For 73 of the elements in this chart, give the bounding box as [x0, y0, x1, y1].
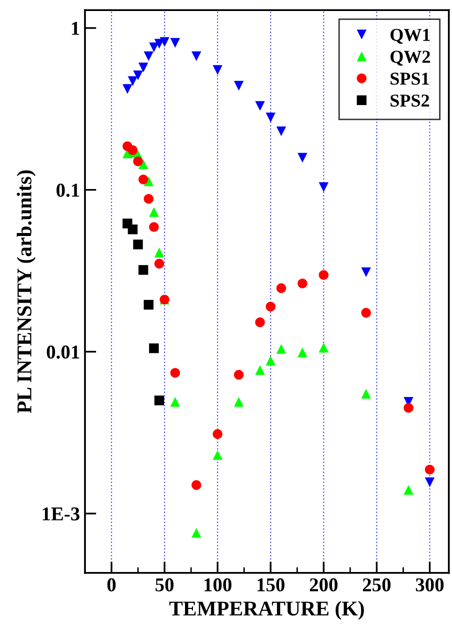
point: [424, 477, 435, 488]
point: [138, 159, 148, 170]
point: [154, 396, 164, 406]
point: [160, 37, 170, 47]
point: [138, 62, 148, 72]
point: [255, 317, 265, 328]
point: [149, 42, 159, 52]
point: [276, 126, 286, 136]
point: [212, 429, 222, 439]
point: [298, 278, 308, 288]
point: [170, 38, 180, 48]
point: [128, 76, 138, 86]
point: [192, 51, 202, 62]
y-axis-title: PL INTENSITY (arb.units): [16, 170, 36, 414]
x-tick-label: 0: [107, 578, 116, 592]
point: [266, 356, 276, 366]
point: [234, 396, 244, 407]
point: [276, 344, 286, 354]
y-tick-label: 1E-3: [42, 507, 80, 520]
legend-label: SPS2: [390, 94, 430, 107]
point: [298, 348, 308, 358]
y-tick-label: 0.01: [46, 346, 80, 359]
point: [404, 402, 414, 413]
point: [128, 145, 138, 155]
point: [149, 343, 159, 354]
point: [133, 70, 143, 80]
x-axis-title: TEMPERATURE (K): [169, 600, 364, 620]
point: [144, 300, 154, 310]
x-tick-label: 200: [310, 578, 338, 592]
legend-label: SPS1: [390, 72, 429, 85]
point: [154, 258, 164, 269]
point: [170, 368, 180, 378]
point: [149, 207, 159, 217]
point: [122, 84, 132, 94]
x-tick-label: 300: [416, 578, 444, 592]
x-tick-label: 250: [362, 578, 391, 592]
y-tick-label: 1: [72, 22, 80, 35]
point: [138, 265, 148, 275]
point: [144, 51, 154, 62]
point: [266, 302, 276, 312]
point: [255, 101, 265, 111]
point: [149, 222, 159, 232]
point: [138, 174, 148, 184]
point: [192, 480, 202, 490]
point: [424, 464, 435, 474]
point: [133, 156, 143, 166]
point: [212, 65, 222, 75]
point: [144, 194, 154, 204]
point: [266, 112, 276, 122]
point: [318, 270, 329, 280]
point: [234, 80, 244, 91]
point: [276, 283, 286, 294]
point: [361, 308, 371, 318]
point: [318, 342, 329, 352]
x-tick-label: 150: [258, 578, 284, 592]
point: [361, 267, 371, 278]
point: [128, 224, 138, 234]
point: [318, 182, 329, 192]
point: [234, 370, 244, 380]
legend-label: QW2: [390, 50, 430, 66]
point: [361, 388, 371, 399]
point: [154, 248, 164, 258]
point: [298, 152, 308, 163]
y-tick-label: 0.1: [56, 184, 80, 197]
point: [192, 528, 202, 538]
point: [170, 396, 180, 407]
point: [212, 450, 222, 460]
x-tick-label: 50: [156, 578, 174, 592]
point: [255, 365, 265, 375]
legend-label: QW1: [390, 28, 430, 44]
point: [133, 240, 143, 250]
x-tick-label: 100: [204, 578, 232, 592]
point: [404, 485, 414, 495]
